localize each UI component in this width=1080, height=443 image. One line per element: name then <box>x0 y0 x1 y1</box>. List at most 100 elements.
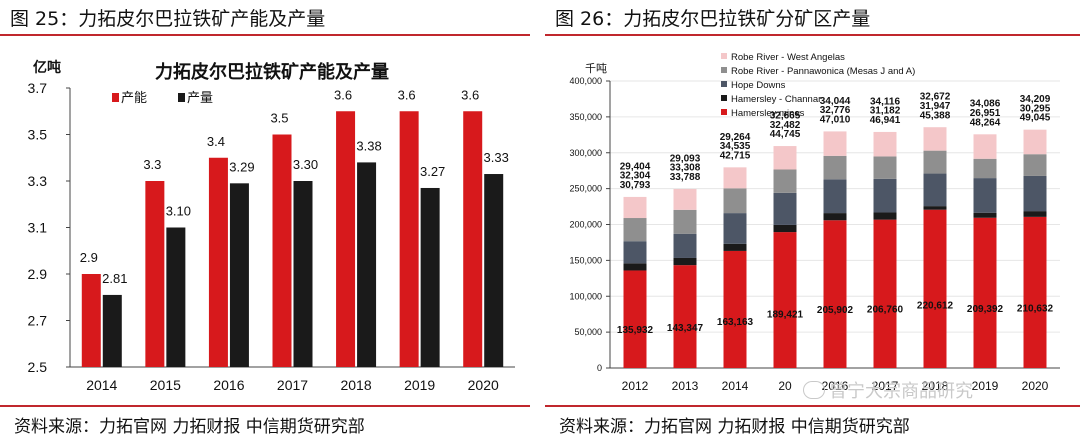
y-tick-label: 2.9 <box>28 266 48 282</box>
hope-downs-bar <box>1023 175 1047 212</box>
x-tick-label: 2015 <box>150 377 181 393</box>
chart-title: 力拓皮尔巴拉铁矿产能及产量 <box>155 61 389 83</box>
hope-downs-bar <box>673 233 697 258</box>
capacity-bar <box>81 274 101 367</box>
y-tick-label: 100,000 <box>569 291 602 301</box>
pannawonica-label: 33,308 <box>670 163 701 174</box>
production-bar <box>484 174 504 367</box>
y-axis-unit: 亿吨 <box>33 59 61 76</box>
y-tick-label: 3.3 <box>28 173 48 189</box>
hamersley-mines-bar <box>973 217 997 368</box>
west-angelas-label: 29,093 <box>670 153 701 164</box>
y-tick-label: 50,000 <box>574 327 602 337</box>
hamersley-channar-bar <box>873 212 897 220</box>
hope-downs-label: 44,745 <box>770 129 801 140</box>
west-angelas-bar <box>873 131 897 157</box>
hamersley-mines-bar <box>823 220 847 368</box>
hamersley-mines-bar <box>773 232 797 368</box>
y-tick-label: 300,000 <box>569 148 602 158</box>
x-tick-label: 2014 <box>86 377 117 393</box>
capacity-production-chart: 亿吨 力拓皮尔巴拉铁矿产能及产量 3.7 3.5 3.3 3.1 2.9 2.7 2.5 2014… <box>28 59 515 393</box>
y-tick-label: 400,000 <box>569 76 602 86</box>
hope-downs-label: 48,264 <box>970 117 1001 128</box>
x-tick-label: 2013 <box>672 379 699 393</box>
pannawonica-bar <box>1023 154 1047 176</box>
pannawonica-label: 31,947 <box>920 101 951 112</box>
production-bar <box>293 181 313 367</box>
production-bar <box>357 162 377 367</box>
y-tick-label: 3.5 <box>28 127 48 143</box>
hamersley-channar-bar <box>623 263 647 271</box>
production-bar <box>229 183 249 367</box>
x-tick-label: 2012 <box>622 379 649 393</box>
west-angelas-bar <box>623 196 647 219</box>
hope-downs-label: 45,388 <box>920 110 951 121</box>
capacity-label: 3.3 <box>143 157 161 172</box>
production-label: 3.10 <box>166 204 191 219</box>
x-tick-label: 2014 <box>722 379 749 393</box>
figure-25: 图 25：力拓皮尔巴拉铁矿产能及产量 亿吨 力拓皮尔巴拉铁矿产能及产量 3.7 3.5… <box>0 0 530 443</box>
capacity-bar <box>463 111 483 367</box>
legend-west-angelas-label: Robe River - West Angelas <box>731 52 845 63</box>
hope-downs-label: 47,010 <box>820 115 851 126</box>
figure-26-source: 资料来源：力拓官网 力拓财报 中信期货研究部 <box>559 417 910 437</box>
west-angelas-label: 34,044 <box>820 96 851 107</box>
pannawonica-bar <box>673 209 697 234</box>
hamersley-channar-bar <box>773 224 797 233</box>
hamersley-mines-label: 210,632 <box>1017 304 1054 315</box>
legend-hope-downs-swatch <box>721 81 727 87</box>
figure-25-source: 资料来源：力拓官网 力拓财报 中信期货研究部 <box>14 417 365 437</box>
pannawonica-label: 32,482 <box>770 120 801 131</box>
x-tick-label: 20 <box>778 379 792 393</box>
hope-downs-bar <box>923 173 947 207</box>
capacity-label: 2.9 <box>80 250 98 265</box>
y-tick-label: 3.7 <box>28 80 48 96</box>
production-label: 3.33 <box>484 150 509 165</box>
capacity-bar <box>272 134 292 367</box>
legend-production-label: 产量 <box>187 91 213 106</box>
hamersley-mines-label: 205,902 <box>817 305 854 316</box>
hope-downs-bar <box>623 241 647 264</box>
x-tick-label: 2020 <box>468 377 499 393</box>
wechat-icon <box>803 381 825 399</box>
hope-downs-bar <box>823 179 847 214</box>
pannawonica-bar <box>723 188 747 214</box>
watermark: 曾宁大宗商品研究 <box>803 377 973 403</box>
hope-downs-label: 30,793 <box>620 180 651 191</box>
legend-capacity-label: 产能 <box>121 91 147 106</box>
hope-downs-label: 49,045 <box>1020 113 1051 124</box>
hamersley-mines-label: 209,392 <box>967 304 1004 315</box>
hamersley-channar-bar <box>1023 211 1047 217</box>
west-angelas-bar <box>673 188 697 210</box>
legend-pannawonica-swatch <box>721 67 727 73</box>
hamersley-mines-bar <box>623 270 647 368</box>
west-angelas-bar <box>923 127 947 151</box>
pannawonica-bar <box>923 150 947 174</box>
x-tick-label: 2020 <box>1022 379 1049 393</box>
hope-downs-bar <box>973 178 997 213</box>
west-angelas-label: 34,086 <box>970 99 1001 110</box>
hamersley-mines-bar <box>673 265 697 368</box>
y-axis-unit: 千吨 <box>585 62 607 75</box>
west-angelas-bar <box>823 131 847 156</box>
hamersley-mines-label: 163,163 <box>717 317 754 328</box>
hamersley-channar-bar <box>673 257 697 266</box>
capacity-label: 3.4 <box>207 134 225 149</box>
hamersley-mines-label: 206,760 <box>867 305 904 316</box>
capacity-bar <box>336 111 356 367</box>
production-label: 2.81 <box>102 271 127 286</box>
legend-pannawonica-label: Robe River - Pannawonica (Mesas J and A) <box>731 66 915 77</box>
figure-25-title: 图 25：力拓皮尔巴拉铁矿产能及产量 <box>10 8 326 30</box>
y-tick-label: 2.7 <box>28 313 48 329</box>
hope-downs-label: 42,715 <box>720 150 751 161</box>
west-angelas-bar <box>723 167 747 189</box>
pannawonica-bar <box>823 155 847 180</box>
watermark-text: 曾宁大宗商品研究 <box>829 381 973 402</box>
pannawonica-label: 32,304 <box>620 171 651 182</box>
legend-production-swatch <box>178 93 185 102</box>
x-tick-label: 2017 <box>872 379 899 393</box>
pannawonica-bar <box>873 156 897 179</box>
hamersley-mines-bar <box>723 250 747 368</box>
hamersley-mines-label: 135,932 <box>617 325 654 336</box>
